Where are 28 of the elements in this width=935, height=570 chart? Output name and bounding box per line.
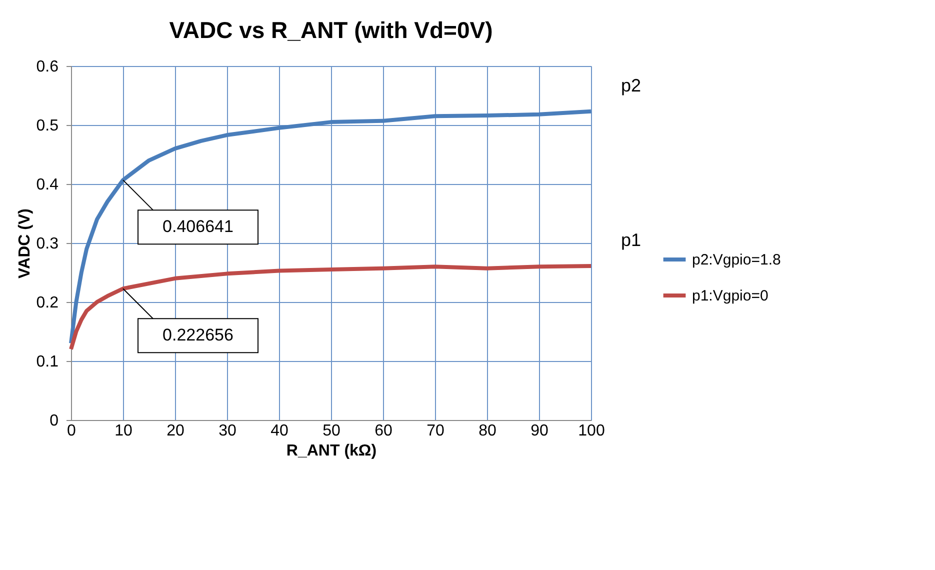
text: p1 [621, 230, 642, 250]
x-tick-label: 10 [114, 422, 132, 440]
y-tick-label: 0.5 [36, 118, 59, 134]
legend-label: p2:Vgpio=1.8 [692, 252, 781, 268]
legend-label: p1:Vgpio=0 [692, 288, 768, 304]
annotation: 0.222656 [162, 326, 234, 345]
y-tick-label: 0.1 [36, 354, 59, 370]
y-axis-title: VADC (V) [16, 208, 34, 278]
x-tick-label: 30 [218, 422, 236, 440]
chart-title: VADC vs R_ANT (with Vd=0V) [169, 17, 493, 43]
y-tick-label: 0.6 [36, 58, 59, 76]
y-tick-label: 0.2 [36, 294, 59, 312]
x-tick-label: 20 [166, 422, 184, 440]
annotation: 0.406641 [162, 217, 234, 236]
line-series [69, 264, 593, 352]
x-tick-label: 70 [426, 422, 444, 440]
x-tick-label: 50 [322, 422, 340, 440]
x-tick-label: 60 [374, 422, 392, 440]
line-series [69, 109, 593, 346]
y-tick-label: 0.3 [36, 236, 59, 252]
x-tick-label: 90 [530, 422, 548, 440]
text: p2 [621, 75, 642, 96]
x-tick-label: 80 [478, 422, 496, 440]
x-axis-title: R_ANT (kΩ) [286, 442, 377, 460]
x-tick-label: 0 [67, 422, 76, 440]
x-tick-label: 100 [578, 422, 605, 440]
y-tick-label: 0.4 [36, 176, 59, 194]
x-tick-label: 40 [270, 422, 288, 440]
